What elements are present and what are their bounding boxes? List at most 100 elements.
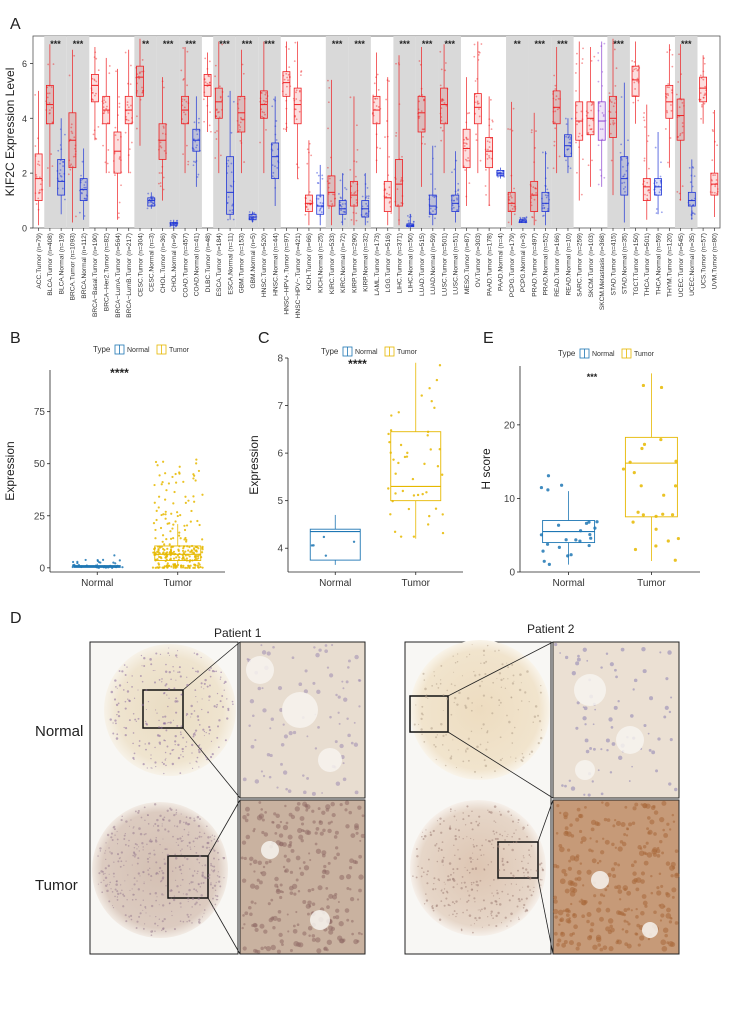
ihc-stain-dot	[261, 818, 265, 822]
ihc-stain-dot	[172, 898, 176, 902]
ihc-stain-dot	[155, 652, 158, 655]
data-point-a	[72, 155, 75, 158]
data-point-a	[208, 60, 211, 63]
ihc-stain-dot	[124, 833, 127, 835]
data-point-a	[433, 196, 436, 199]
ihc-stain-dot	[269, 753, 273, 758]
ihc-stain-dot	[302, 900, 307, 904]
ihc-stain-dot	[303, 790, 307, 795]
x-tick-label-a: CHOL.Normal (n=9)	[171, 233, 178, 292]
ihc-stain-dot	[160, 726, 163, 729]
ihc-stain-dot	[146, 767, 148, 769]
ihc-stain-dot	[176, 837, 179, 841]
data-point	[176, 514, 179, 518]
data-point-a	[688, 166, 691, 169]
ihc-stain-dot	[312, 820, 316, 824]
ihc-stain-dot	[249, 912, 253, 917]
ihc-stain-dot	[289, 949, 293, 953]
ihc-stain-dot	[581, 914, 585, 919]
ihc-stain-dot	[125, 820, 128, 823]
data-point	[113, 554, 116, 557]
ihc-stain-dot	[312, 681, 316, 685]
ihc-stain-dot	[478, 815, 481, 818]
ihc-stain-dot	[192, 733, 196, 736]
data-point	[192, 495, 195, 498]
ihc-stain-dot	[616, 884, 622, 890]
data-point-a	[478, 115, 481, 118]
data-point-a	[489, 98, 492, 101]
data-point	[676, 536, 680, 541]
ihc-stain-dot	[219, 885, 222, 888]
ihc-stain-dot	[105, 858, 107, 861]
ihc-stain-dot	[303, 865, 310, 871]
data-point-a	[295, 118, 298, 121]
ihc-stain-dot	[511, 835, 513, 838]
data-point	[399, 443, 403, 447]
ihc-stain-dot	[117, 853, 120, 856]
ihc-stain-dot	[137, 811, 140, 814]
ihc-stain-dot	[278, 833, 284, 838]
data-point-a	[366, 187, 369, 189]
ihc-stain-dot	[453, 671, 455, 673]
data-point-a	[227, 159, 230, 162]
ihc-stain-dot	[217, 880, 221, 883]
data-point-a	[599, 128, 602, 131]
ihc-stain-dot	[472, 844, 474, 846]
data-point-a	[184, 113, 187, 116]
ihc-stain-dot	[161, 876, 165, 879]
ihc-stain-dot	[568, 940, 574, 946]
data-point-a	[59, 159, 62, 162]
panel-letter-d: D	[10, 610, 22, 627]
data-point-a	[530, 204, 533, 207]
ihc-stain-dot	[559, 652, 562, 654]
data-point-a	[534, 187, 537, 190]
data-point-a	[701, 105, 703, 108]
ihc-stain-dot	[315, 848, 322, 854]
ihc-stain-dot	[465, 749, 467, 752]
data-point-a	[463, 142, 466, 144]
data-point-a	[365, 212, 368, 215]
ihc-stain-dot	[507, 678, 509, 680]
ihc-stain-dot	[271, 916, 274, 919]
data-point	[569, 553, 573, 557]
ihc-stain-dot	[647, 937, 651, 941]
ihc-stain-dot	[586, 869, 592, 875]
data-point	[165, 489, 168, 492]
ihc-stain-dot	[257, 686, 262, 691]
ihc-stain-dot	[640, 803, 643, 806]
ihc-stain-dot	[260, 808, 264, 811]
data-point-a	[295, 91, 297, 94]
ihc-stain-dot	[268, 917, 273, 923]
ihc-stain-dot	[358, 854, 363, 859]
ihc-stain-dot	[613, 705, 618, 710]
ihc-stain-dot	[145, 708, 147, 711]
ihc-stain-dot	[341, 680, 344, 683]
data-point-a	[716, 144, 719, 147]
data-point-a	[703, 62, 706, 65]
ihc-stain-dot	[203, 912, 205, 914]
ihc-stain-dot	[120, 884, 122, 886]
ihc-stain-dot	[191, 897, 195, 900]
data-point-a	[442, 99, 445, 102]
ihc-stain-dot	[159, 866, 162, 870]
ihc-stain-dot	[656, 886, 660, 890]
data-point-a	[194, 161, 197, 164]
data-point-a	[580, 193, 583, 196]
x-tick-label-a: BRCA.Tumor (n=1093)	[70, 233, 77, 300]
ihc-stain-dot	[314, 831, 318, 835]
ihc-stain-dot	[512, 841, 515, 844]
ihc-stain-dot	[557, 909, 564, 916]
ihc-stain-dot	[304, 803, 308, 808]
ihc-stain-dot	[222, 857, 224, 859]
ihc-stain-dot	[197, 748, 200, 751]
ihc-stain-dot	[298, 834, 304, 840]
data-point	[574, 538, 578, 542]
data-point-a	[681, 102, 684, 104]
ihc-stain-dot	[487, 916, 489, 918]
data-point	[673, 558, 677, 562]
data-point-a	[576, 52, 578, 55]
data-point-a	[219, 95, 222, 98]
ihc-stain-dot	[324, 869, 330, 875]
data-point-a	[129, 83, 132, 86]
data-point	[407, 507, 411, 511]
